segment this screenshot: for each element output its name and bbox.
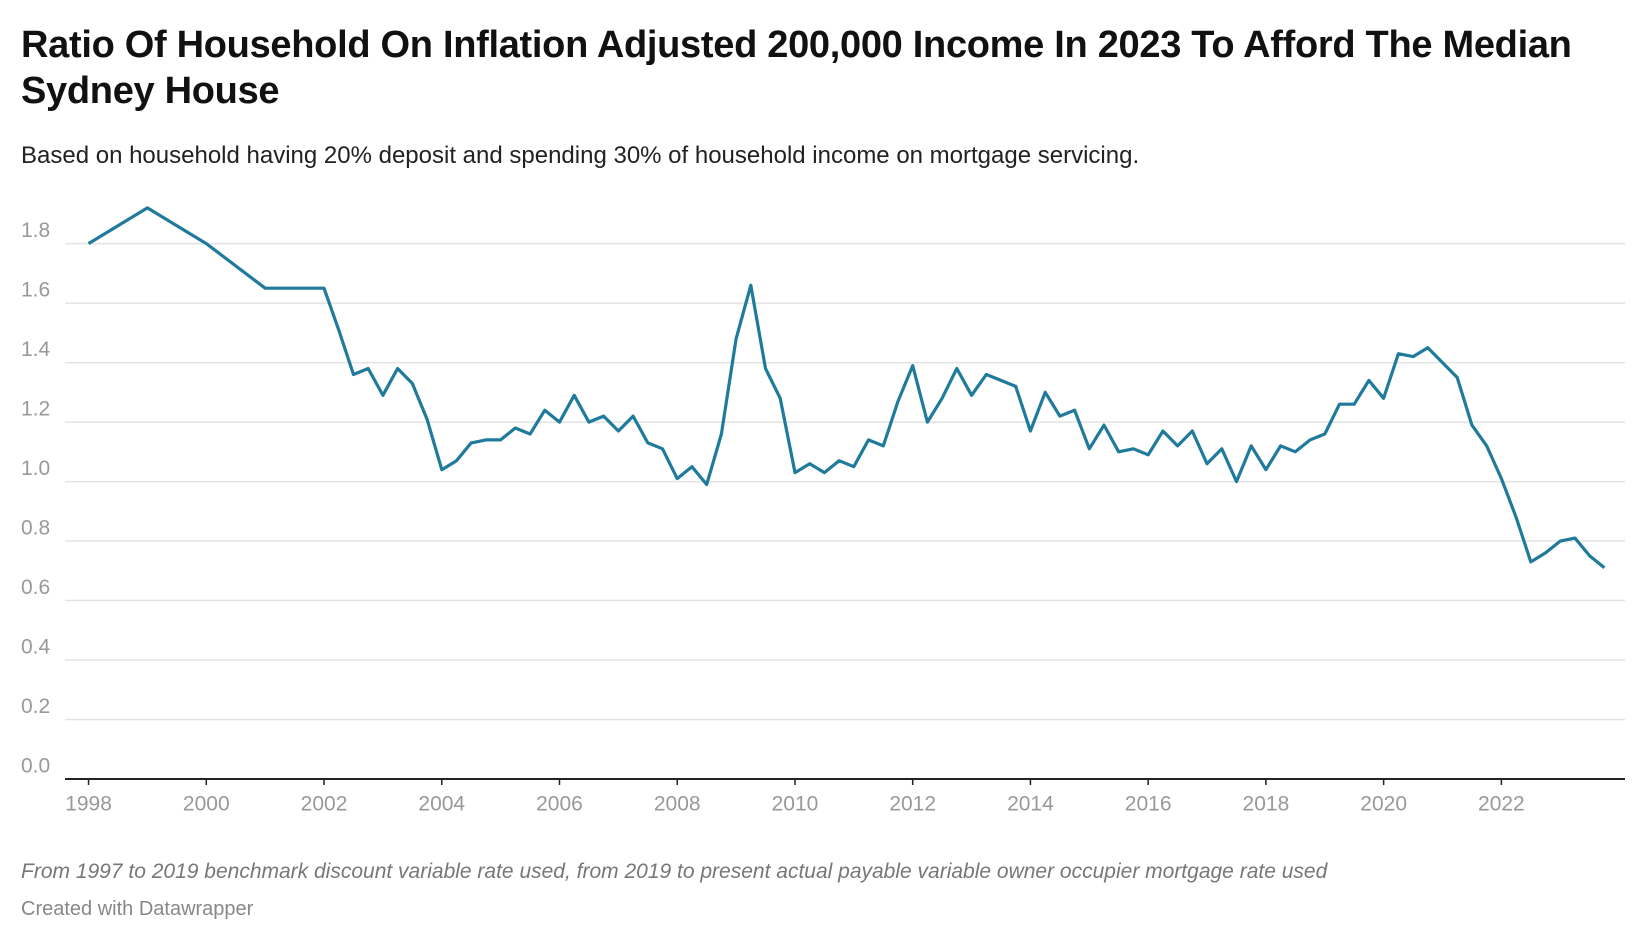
- y-tick-label: 0.6: [21, 576, 50, 599]
- x-tick-label: 2004: [418, 793, 465, 816]
- x-tick-label: 2006: [536, 793, 583, 816]
- y-tick-label: 0.4: [21, 636, 51, 659]
- x-tick-label: 1998: [65, 793, 112, 816]
- data-line: [87, 206, 1606, 570]
- x-tick-label: 2022: [1478, 793, 1525, 816]
- x-tick-label: 2010: [772, 793, 819, 816]
- x-tick-label: 2020: [1360, 793, 1407, 816]
- y-tick-label: 1.6: [21, 279, 50, 302]
- x-tick-label: 2002: [301, 793, 348, 816]
- x-tick-label: 2000: [183, 793, 230, 816]
- y-tick-label: 0.2: [21, 695, 50, 718]
- footnote: From 1997 to 2019 benchmark discount var…: [21, 860, 1328, 883]
- chart: 0.0 0.2 0.4 0.6 0.8 1.0 1.2 1.4 1.6 1.8 1998 2000 20…: [21, 206, 1625, 816]
- x-tick-label: 2018: [1243, 793, 1290, 816]
- y-tick-label: 1.0: [21, 457, 50, 480]
- x-tick-label: 2016: [1125, 793, 1172, 816]
- x-tick-label: 2012: [889, 793, 936, 816]
- y-tick-label: 1.2: [21, 398, 50, 421]
- chart-title: Ratio Of Household On Inflation Adjusted…: [21, 24, 1572, 112]
- y-tick-label: 0.8: [21, 517, 50, 540]
- y-tick-label: 0.0: [21, 755, 50, 778]
- x-tick-label: 2014: [1007, 793, 1054, 816]
- y-tick-label: 1.4: [21, 338, 51, 361]
- x-tick-label: 2008: [654, 793, 701, 816]
- credit: Created with Datawrapper: [21, 898, 254, 920]
- chart-subtitle: Based on household having 20% deposit an…: [21, 142, 1140, 169]
- y-tick-label: 1.8: [21, 219, 50, 242]
